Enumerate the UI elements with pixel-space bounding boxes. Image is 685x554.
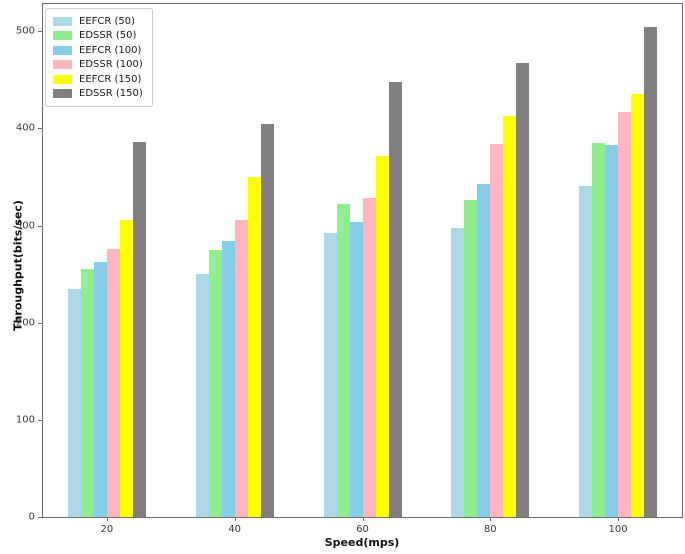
bar-edssr-100--x40 — [234, 219, 248, 517]
bar-eefcr-100--x80 — [477, 183, 491, 517]
x-tick-label: 40 — [228, 524, 242, 535]
legend-label: EEFCR (50) — [79, 15, 136, 27]
legend-item: EDSSR (50) — [53, 29, 143, 44]
y-tick-label: 200 — [15, 317, 35, 329]
bar-edssr-50--x60 — [336, 204, 350, 517]
x-tick-label: 100 — [608, 524, 628, 535]
bar-eefcr-50--x80 — [451, 228, 465, 517]
legend: EEFCR (50) EDSSR (50) EEFCR (100) EDSSR (10… — [45, 8, 153, 107]
plot-area: 20 40 60 80 100 0 100 200 300 400 500 — [16, 3, 683, 535]
legend-label: EEFCR (150) — [79, 73, 142, 85]
legend-item: EEFCR (100) — [53, 43, 143, 58]
legend-swatch — [53, 60, 72, 70]
bar-edssr-50--x20 — [80, 269, 94, 517]
bar-eefcr-50--x60 — [323, 233, 337, 517]
legend-swatch — [53, 74, 72, 84]
y-tick-label: 500 — [15, 25, 35, 37]
y-tick-label: 400 — [15, 122, 35, 134]
legend-item: EEFCR (50) — [53, 14, 143, 29]
x-tick-mark — [618, 517, 620, 521]
y-tick-label: 300 — [15, 220, 35, 232]
x-tick-mark — [234, 517, 236, 521]
y-tick-mark — [38, 128, 42, 130]
bar-edssr-150--x80 — [516, 63, 530, 517]
bar-eefcr-100--x60 — [349, 221, 363, 517]
bar-eefcr-50--x20 — [67, 288, 81, 517]
bar-eefcr-150--x100 — [631, 94, 645, 517]
bar-edssr-150--x60 — [388, 81, 402, 517]
legend-swatch — [53, 89, 72, 99]
bar-eefcr-150--x20 — [119, 219, 133, 517]
bar-eefcr-100--x40 — [221, 241, 235, 517]
bar-eefcr-150--x80 — [503, 115, 517, 517]
y-tick-mark — [38, 31, 42, 33]
legend-label: EEFCR (100) — [79, 44, 142, 56]
legend-label: EDSSR (50) — [79, 30, 137, 42]
bar-edssr-150--x40 — [260, 123, 274, 517]
legend-swatch — [53, 31, 72, 41]
bar-eefcr-50--x100 — [579, 185, 593, 517]
bar-edssr-100--x100 — [618, 111, 632, 517]
x-tick-label: 60 — [356, 524, 369, 535]
bar-edssr-50--x100 — [592, 142, 606, 517]
bar-eefcr-150--x60 — [375, 155, 389, 517]
legend-label: EDSSR (100) — [79, 59, 143, 71]
x-tick-mark — [362, 517, 364, 521]
x-axis-label: Speed(mps) — [324, 536, 400, 549]
legend-label: EDSSR (150) — [79, 88, 143, 100]
bar-eefcr-50--x40 — [195, 274, 209, 517]
x-tick-label: 20 — [100, 524, 114, 535]
y-tick-mark — [38, 517, 42, 518]
y-tick-mark — [38, 322, 42, 324]
x-tick-mark — [490, 517, 492, 521]
legend-swatch — [53, 45, 72, 55]
y-tick-label: 0 — [28, 511, 35, 523]
legend-item: EEFCR (150) — [53, 72, 143, 87]
bar-edssr-150--x100 — [644, 27, 658, 517]
y-tick-mark — [38, 419, 42, 421]
y-axis-label: Throughput(bits/sec) — [11, 200, 25, 331]
bar-edssr-50--x40 — [208, 249, 222, 517]
bar-edssr-100--x20 — [106, 248, 120, 517]
legend-swatch — [53, 16, 72, 26]
bar-edssr-50--x80 — [464, 200, 478, 517]
y-tick-label: 100 — [15, 414, 35, 426]
bar-eefcr-150--x40 — [247, 176, 261, 517]
legend-item: EDSSR (100) — [53, 58, 143, 73]
bar-eefcr-100--x20 — [93, 262, 107, 517]
bar-edssr-100--x80 — [490, 143, 504, 517]
bar-edssr-100--x60 — [362, 198, 376, 517]
y-tick-mark — [38, 225, 42, 227]
x-tick-label: 80 — [483, 524, 497, 535]
bar-edssr-150--x20 — [132, 141, 146, 517]
x-tick-mark — [106, 517, 108, 521]
legend-item: EDSSR (150) — [53, 87, 143, 102]
bar-eefcr-100--x100 — [605, 144, 619, 517]
